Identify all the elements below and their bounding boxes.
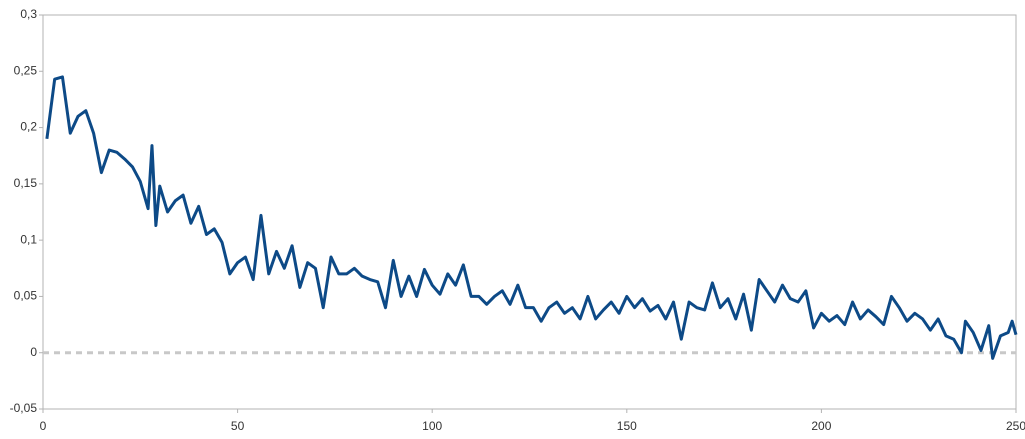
y-tick-label: -0,05 [10, 401, 38, 415]
y-tick-label: 0,1 [20, 232, 37, 246]
x-tick-label: 50 [231, 419, 245, 433]
plot-frame [42, 14, 1017, 410]
x-tick-label: 150 [617, 419, 637, 433]
y-tick-label: 0,2 [20, 120, 37, 134]
y-tick-label: 0 [30, 345, 37, 359]
x-tick-label: 0 [40, 419, 47, 433]
y-tick-label: 0,05 [14, 289, 38, 303]
x-tick-label: 100 [422, 419, 442, 433]
line [45, 75, 1018, 360]
y-tick-label: 0,15 [14, 176, 38, 190]
y-tick-label: 0,3 [20, 7, 37, 21]
y-tick-label: 0,25 [14, 63, 38, 77]
x-tick-label: 250 [1006, 419, 1025, 433]
x-tick-label: 200 [811, 419, 831, 433]
